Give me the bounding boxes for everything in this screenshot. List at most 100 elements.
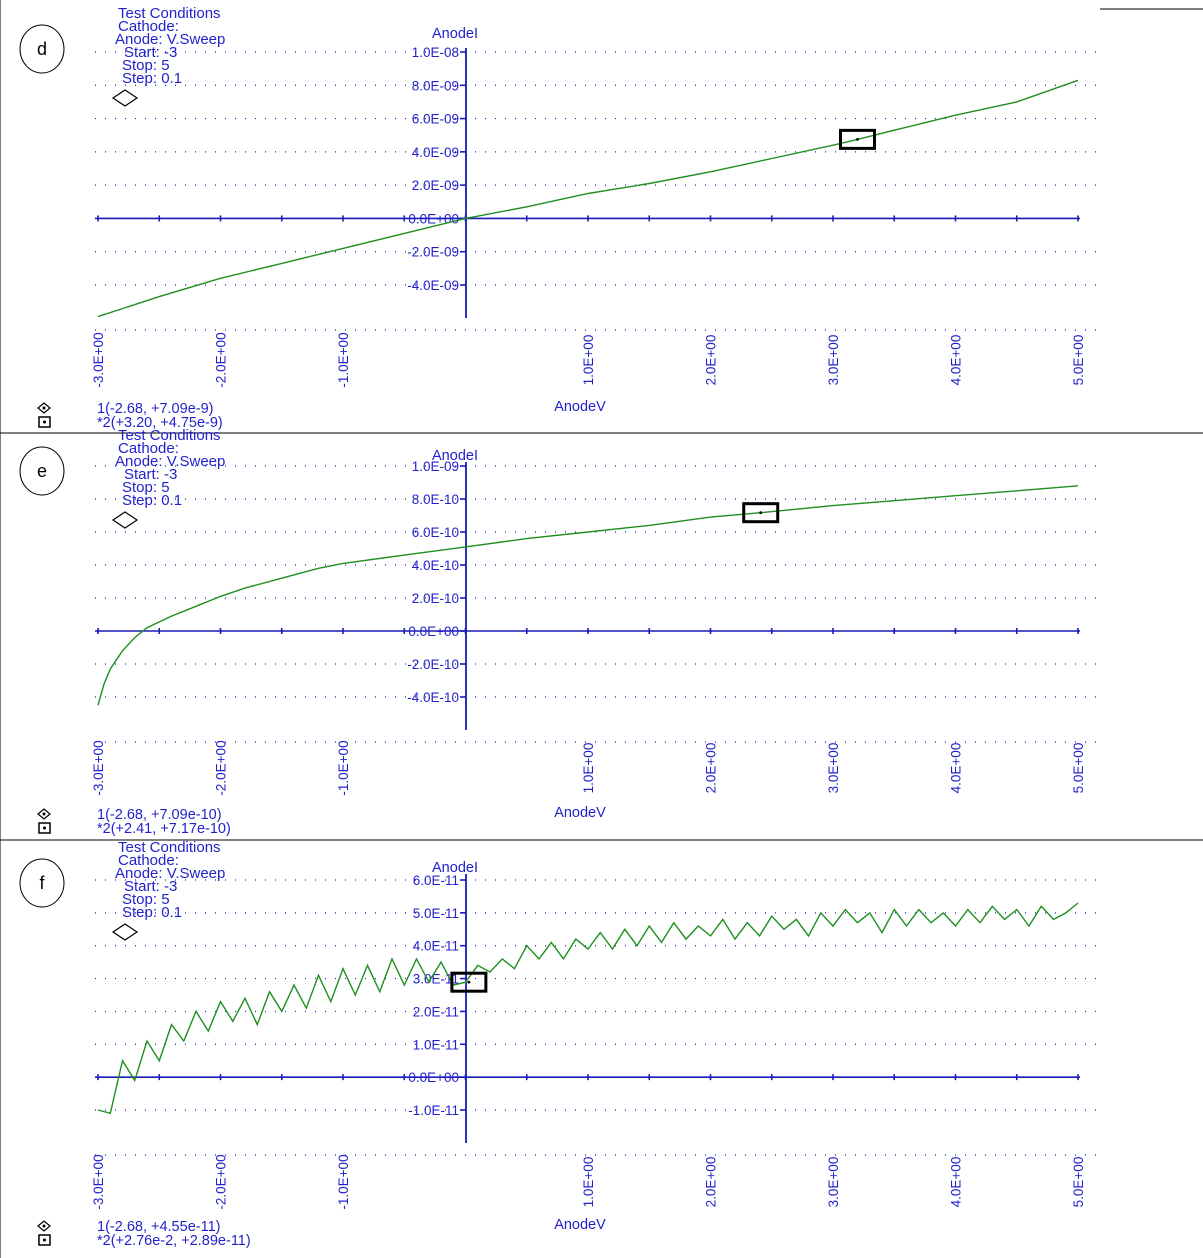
y-tick-label: -4.0E-09	[407, 278, 459, 293]
test-condition-line: Test Conditions	[118, 427, 221, 444]
x-tick-label: 3.0E+00	[826, 1157, 841, 1208]
y-tick-label: 6.0E-10	[412, 525, 459, 540]
x-tick-label: 2.0E+00	[704, 1157, 719, 1208]
chart-panel-d: 1.0E-08 8.0E-09 6.0E-09 4.0E-09 2.0E-09 0.0E+…	[19, 5, 1098, 431]
x-tick-label: -3.0E+00	[91, 1154, 106, 1209]
y-tick-label: -1.0E-11	[408, 1103, 459, 1118]
panel-label: f	[39, 873, 45, 893]
cursor2-dot	[759, 511, 763, 515]
x-tick-label: 5.0E+00	[1071, 743, 1086, 794]
x-tick-label: 5.0E+00	[1071, 335, 1086, 386]
cursor1-diamond-icon	[111, 89, 139, 107]
x-tick-label: 4.0E+00	[949, 1157, 964, 1208]
cursor1-diamond-icon	[111, 923, 139, 941]
test-condition-line: Start: -3	[124, 878, 177, 895]
cursor2-legend-icon	[38, 1234, 51, 1246]
x-tick-label: 3.0E+00	[826, 335, 841, 386]
panel-label: d	[37, 39, 47, 59]
cursor2-marker	[839, 128, 876, 150]
panel-label-circle	[19, 858, 65, 908]
x-tick-label: 2.0E+00	[704, 335, 719, 386]
y-tick-label: -2.0E-09	[407, 245, 459, 260]
x-tick-label: -2.0E+00	[214, 332, 229, 387]
cursor2-legend-icon	[38, 416, 51, 428]
cursor2-legend-icon	[38, 822, 51, 834]
cursor1-readout: 1(-2.68, +7.09e-10)	[97, 807, 222, 823]
y-tick-label: -2.0E-10	[407, 657, 459, 672]
test-condition-line: Step: 0.1	[122, 492, 182, 509]
test-condition-line: Anode: V.Sweep	[115, 865, 225, 882]
cursor2-readout: *2(+2.76e-2, +2.89e-11)	[97, 1233, 251, 1249]
test-condition-line: Cathode:	[118, 440, 179, 457]
cursor1-legend-icon	[37, 808, 51, 820]
x-tick-label: 1.0E+00	[581, 743, 596, 794]
cursor2-legend-dot	[43, 420, 46, 424]
cursor1-readout: 1(-2.68, +7.09e-9)	[97, 401, 213, 417]
cursor1-legend-icon	[37, 1220, 51, 1232]
test-condition-line: Test Conditions	[118, 5, 221, 22]
y-tick-label: 0.0E+00	[408, 1070, 459, 1085]
y-tick-label: 8.0E-09	[412, 78, 459, 93]
test-condition-line: Stop: 5	[122, 57, 170, 74]
y-tick-label: 2.0E-10	[412, 591, 459, 606]
series-line	[97, 902, 1079, 1115]
y-tick-label: 4.0E-09	[412, 145, 459, 160]
y-tick-label: 1.0E-11	[413, 1037, 459, 1052]
y-tick-label: 0.0E+00	[408, 624, 459, 639]
x-axis-title: AnodeV	[554, 399, 606, 415]
chart-panel-e: 1.0E-09 8.0E-10 6.0E-10 4.0E-10 2.0E-10 0.0E+…	[19, 427, 1098, 837]
x-tick-label: -1.0E+00	[336, 740, 351, 795]
y-tick-label: 1.0E-08	[412, 45, 459, 60]
x-tick-label: 1.0E+00	[581, 1157, 596, 1208]
cursor1-diamond-icon	[111, 511, 139, 529]
test-condition-line: Step: 0.1	[122, 70, 182, 87]
y-tick-label: 8.0E-10	[412, 492, 459, 507]
y-tick-label: 2.0E-09	[412, 178, 459, 193]
x-tick-label: 3.0E+00	[826, 743, 841, 794]
test-condition-line: Stop: 5	[122, 479, 170, 496]
test-condition-line: Cathode:	[118, 852, 179, 869]
x-tick-label: -2.0E+00	[214, 740, 229, 795]
test-condition-line: Anode: V.Sweep	[115, 31, 225, 48]
panel-label-circle	[19, 24, 65, 74]
y-tick-label: -4.0E-10	[407, 690, 459, 705]
y-tick-label: 4.0E-11	[413, 939, 459, 954]
test-condition-line: Anode: V.Sweep	[115, 453, 225, 470]
y-tick-label: 4.0E-10	[412, 558, 459, 573]
cursor1-readout: 1(-2.68, +4.55e-11)	[97, 1219, 220, 1235]
test-condition-line: Step: 0.1	[122, 904, 182, 921]
test-condition-line: Cathode:	[118, 18, 179, 35]
cursor2-legend-dot	[43, 1238, 46, 1242]
y-axis-title: AnodeI	[432, 860, 478, 876]
cursor2-dot	[467, 980, 471, 984]
y-tick-label: 6.0E-11	[413, 873, 459, 888]
y-axis-title: AnodeI	[432, 26, 478, 42]
cursor2-legend-dot	[43, 826, 46, 830]
y-tick-label: 2.0E-11	[413, 1004, 459, 1019]
x-tick-label: -3.0E+00	[91, 332, 106, 387]
x-tick-label: -3.0E+00	[91, 740, 106, 795]
cursor1-legend-dot	[42, 812, 46, 816]
x-tick-label: 4.0E+00	[949, 335, 964, 386]
test-condition-line: Start: -3	[124, 466, 177, 483]
y-axis-title: AnodeI	[432, 448, 478, 464]
cursor1-legend-dot	[42, 1224, 46, 1228]
x-tick-label: -1.0E+00	[336, 332, 351, 387]
test-condition-line: Test Conditions	[118, 839, 221, 856]
y-tick-label: 6.0E-09	[412, 112, 459, 127]
cursor2-readout: *2(+2.41, +7.17e-10)	[97, 821, 231, 837]
x-tick-label: 5.0E+00	[1071, 1157, 1086, 1208]
test-condition-line: Stop: 5	[122, 891, 170, 908]
x-tick-label: -1.0E+00	[336, 1154, 351, 1209]
cursor1-legend-dot	[42, 406, 46, 410]
cursor1-legend-icon	[37, 402, 51, 414]
series-line	[97, 485, 1079, 706]
x-tick-label: 2.0E+00	[704, 743, 719, 794]
cursor2-marker	[742, 502, 780, 524]
x-tick-label: 1.0E+00	[581, 335, 596, 386]
cursor2-readout: *2(+3.20, +4.75e-9)	[97, 415, 223, 431]
panel-label-circle	[19, 446, 65, 496]
y-tick-label: 1.0E-09	[412, 459, 459, 474]
x-tick-label: -2.0E+00	[214, 1154, 229, 1209]
